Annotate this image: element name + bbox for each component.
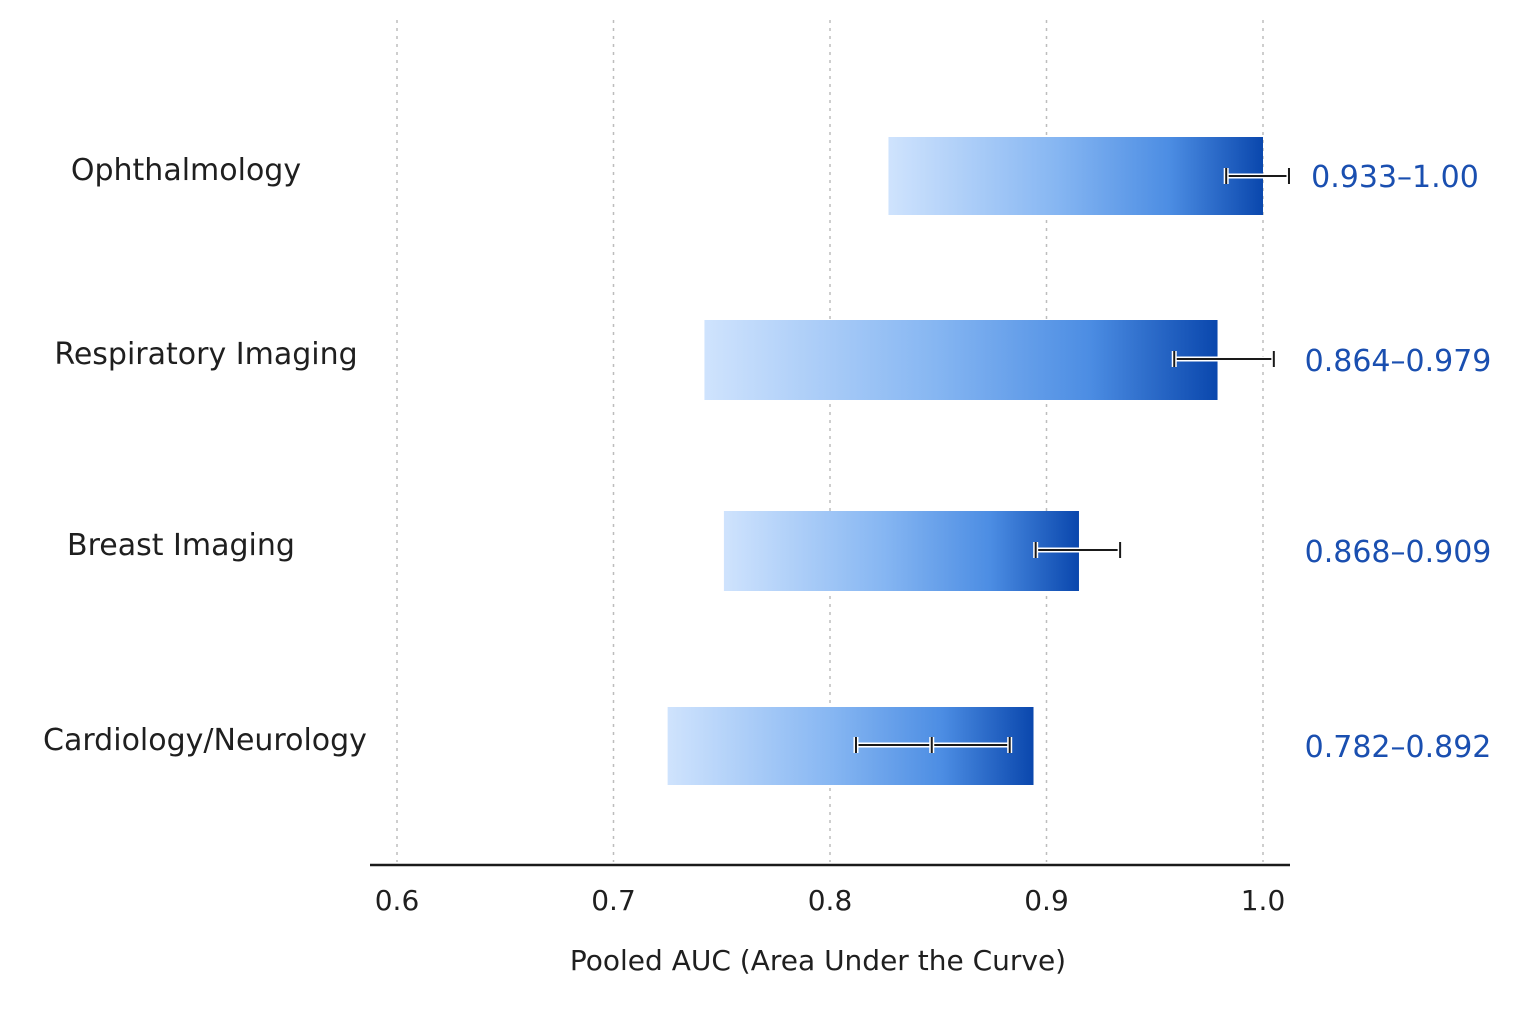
range-label: 0.868–0.909	[1305, 535, 1492, 570]
range-label: 0.782–0.892	[1305, 730, 1492, 765]
category-labels: Ophthalmology Respiratory Imaging Breast I…	[43, 153, 367, 758]
error-bar	[853, 737, 1013, 753]
x-axis-title: Pooled AUC (Area Under the Curve)	[570, 944, 1066, 977]
category-label: Respiratory Imaging	[54, 337, 357, 372]
bar	[704, 320, 1218, 400]
error-bar	[1171, 351, 1277, 367]
x-tick-label: 0.9	[1024, 884, 1069, 917]
range-label: 0.864–0.979	[1305, 344, 1492, 379]
range-label: 0.933–1.00	[1311, 160, 1479, 195]
category-label: Cardiology/Neurology	[43, 723, 367, 758]
x-tick-label: 0.7	[591, 884, 636, 917]
x-tick-labels: 0.6 0.7 0.8 0.9 1.0	[375, 884, 1286, 917]
x-tick-label: 0.6	[375, 884, 420, 917]
bar	[888, 137, 1263, 215]
category-label: Ophthalmology	[71, 153, 301, 188]
bars	[667, 137, 1263, 785]
range-labels: 0.933–1.00 0.864–0.979 0.868–0.909 0.782–0.…	[1305, 160, 1492, 765]
error-bars	[853, 168, 1292, 753]
error-bar	[1223, 168, 1292, 184]
x-tick-label: 0.8	[808, 884, 853, 917]
bar	[723, 511, 1079, 591]
error-bar	[1033, 542, 1123, 558]
category-label: Breast Imaging	[67, 528, 295, 563]
x-tick-label: 1.0	[1241, 884, 1286, 917]
